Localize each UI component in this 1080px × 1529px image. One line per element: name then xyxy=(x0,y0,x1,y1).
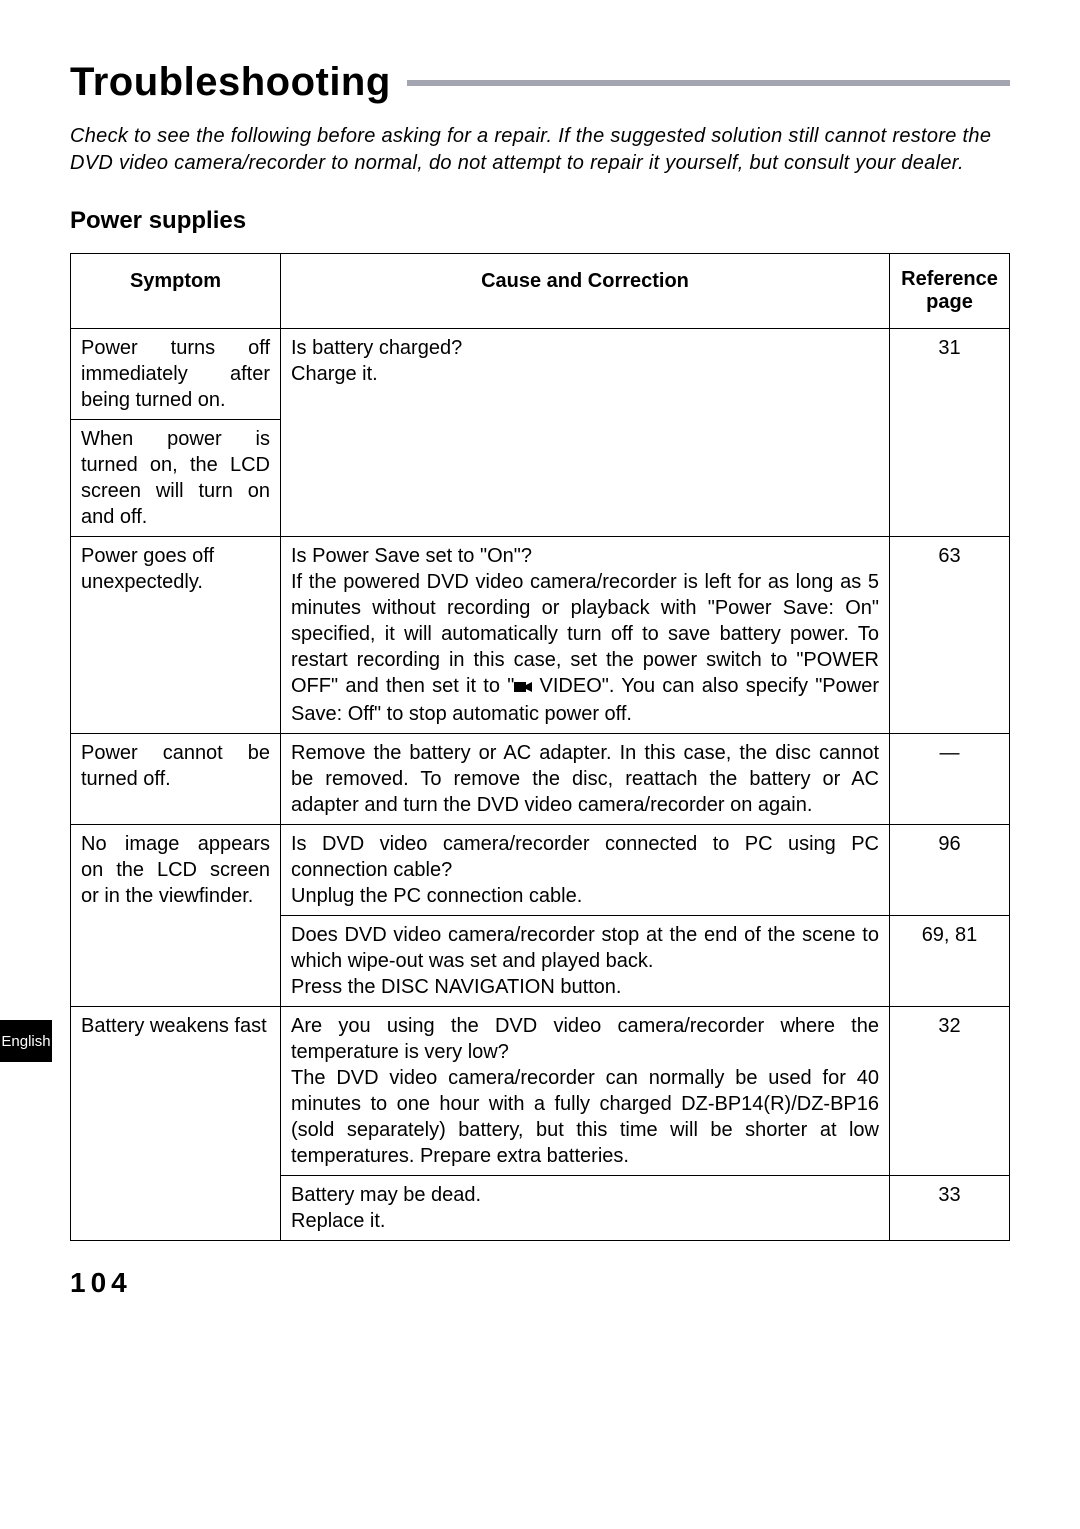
title-divider-line xyxy=(407,80,1010,86)
section-heading: Power supplies xyxy=(70,207,1010,235)
video-camera-icon xyxy=(514,675,532,701)
cause-cell: Remove the battery or AC adapter. In thi… xyxy=(281,734,890,825)
cause-cell: Is Power Save set to "On"? If the powere… xyxy=(281,537,890,734)
cause-cell: Is DVD video camera/recorder connected t… xyxy=(281,825,890,916)
cause-cell: Does DVD video camera/recorder stop at t… xyxy=(281,916,890,1007)
reference-cell: 96 xyxy=(890,825,1010,916)
reference-cell: 33 xyxy=(890,1176,1010,1241)
language-tab: English xyxy=(0,1020,52,1062)
reference-cell: 31 xyxy=(890,329,1010,537)
symptom-cell: Battery weakens fast xyxy=(71,1007,281,1241)
cause-cell: Are you using the DVD video camera/recor… xyxy=(281,1007,890,1176)
reference-cell: 32 xyxy=(890,1007,1010,1176)
table-row: No image appears on the LCD screen or in… xyxy=(71,825,1010,916)
col-header-cause: Cause and Correction xyxy=(281,254,890,329)
title-row: Troubleshooting xyxy=(70,60,1010,105)
manual-page: Troubleshooting Check to see the followi… xyxy=(0,0,1080,1529)
symptom-cell: Power turns off immediately after being … xyxy=(71,329,281,420)
reference-cell: 63 xyxy=(890,537,1010,734)
page-title: Troubleshooting xyxy=(70,60,391,105)
table-row: Battery weakens fast Are you using the D… xyxy=(71,1007,1010,1176)
table-row: Power cannot be turned off. Remove the b… xyxy=(71,734,1010,825)
reference-label-line1: Reference xyxy=(901,268,998,290)
cause-cell: Is battery charged? Charge it. xyxy=(281,329,890,537)
symptom-cell: Power cannot be turned off. xyxy=(71,734,281,825)
reference-cell: — xyxy=(890,734,1010,825)
page-number: 104 xyxy=(70,1267,132,1299)
reference-label-line2: page xyxy=(926,291,973,313)
col-header-symptom: Symptom xyxy=(71,254,281,329)
reference-cell: 69, 81 xyxy=(890,916,1010,1007)
col-header-reference: Reference page xyxy=(890,254,1010,329)
cause-cell: Battery may be dead. Replace it. xyxy=(281,1176,890,1241)
table-row: Power goes off unexpectedly. Is Power Sa… xyxy=(71,537,1010,734)
troubleshooting-table: Symptom Cause and Correction Reference p… xyxy=(70,253,1010,1241)
intro-paragraph: Check to see the following before asking… xyxy=(70,123,1010,177)
symptom-cell: No image appears on the LCD screen or in… xyxy=(71,825,281,1007)
table-header-row: Symptom Cause and Correction Reference p… xyxy=(71,254,1010,329)
symptom-cell: Power goes off unexpectedly. xyxy=(71,537,281,734)
table-row: Power turns off immediately after being … xyxy=(71,329,1010,420)
symptom-cell: When power is turned on, the LCD screen … xyxy=(71,420,281,537)
